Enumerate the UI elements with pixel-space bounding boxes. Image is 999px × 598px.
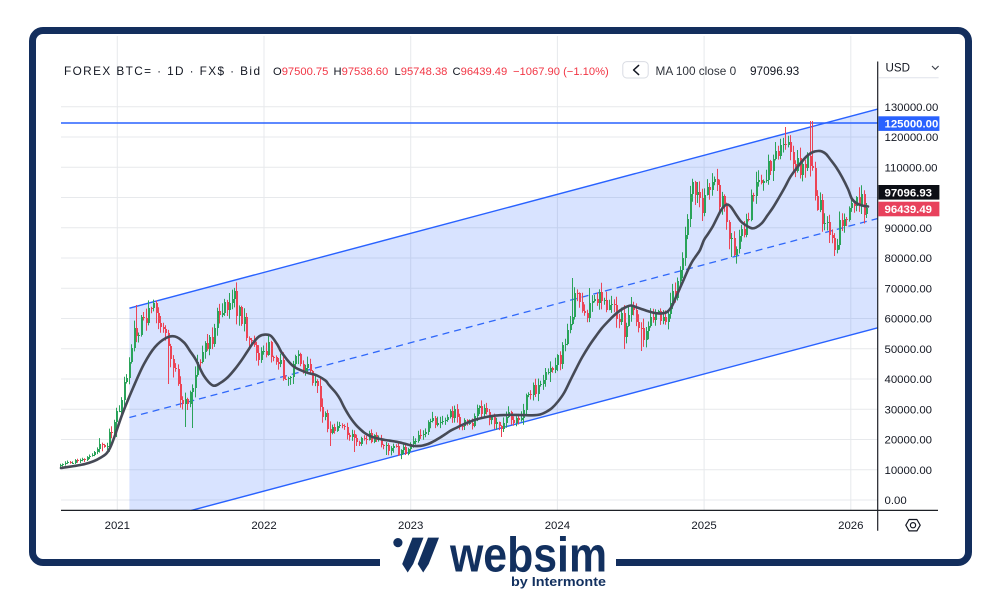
svg-text:130000.00: 130000.00 <box>885 102 939 114</box>
svg-text:FOREX BTC= · 1D · FX$ · Bid: FOREX BTC= · 1D · FX$ · Bid <box>64 64 261 78</box>
svg-text:90000.00: 90000.00 <box>885 223 933 235</box>
svg-text:50000.00: 50000.00 <box>885 344 933 356</box>
svg-text:80000.00: 80000.00 <box>885 253 933 265</box>
svg-text:2024: 2024 <box>545 520 570 532</box>
svg-text:MA 100 close 0: MA 100 close 0 <box>656 64 737 78</box>
svg-text:10000.00: 10000.00 <box>885 465 933 477</box>
svg-text:20000.00: 20000.00 <box>885 435 933 447</box>
svg-text:2025: 2025 <box>691 520 716 532</box>
svg-text:60000.00: 60000.00 <box>885 314 933 326</box>
svg-text:2021: 2021 <box>105 520 130 532</box>
svg-text:0.00: 0.00 <box>885 495 907 507</box>
svg-text:110000.00: 110000.00 <box>885 162 938 174</box>
svg-text:30000.00: 30000.00 <box>885 404 933 416</box>
svg-text:2026: 2026 <box>838 520 863 532</box>
svg-text:USD: USD <box>886 62 910 75</box>
svg-text:120000.00: 120000.00 <box>885 132 939 144</box>
svg-text:96439.49: 96439.49 <box>885 204 933 216</box>
svg-text:by Intermonte: by Intermonte <box>511 575 606 589</box>
svg-text:2023: 2023 <box>398 520 423 532</box>
svg-text:70000.00: 70000.00 <box>885 283 933 295</box>
svg-text:40000.00: 40000.00 <box>885 374 933 386</box>
svg-text:2022: 2022 <box>251 520 276 532</box>
svg-text:websim: websim <box>449 529 607 583</box>
svg-text:97096.93: 97096.93 <box>885 187 933 199</box>
svg-text:125000.00: 125000.00 <box>885 119 939 131</box>
svg-text:97096.93: 97096.93 <box>750 64 800 78</box>
